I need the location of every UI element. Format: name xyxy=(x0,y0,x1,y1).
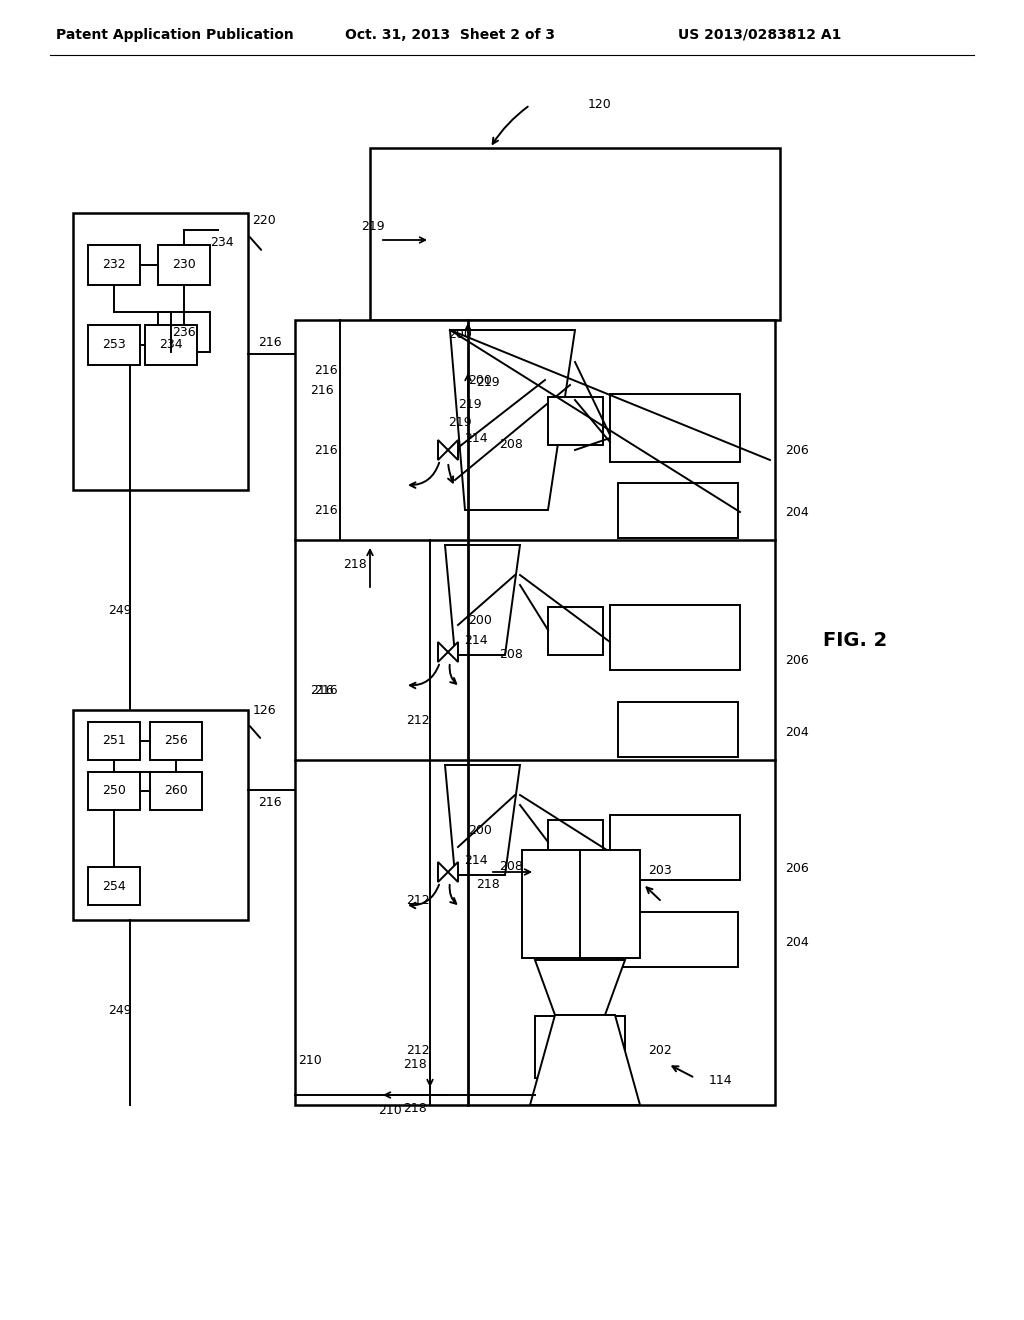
Bar xyxy=(618,912,738,968)
Bar xyxy=(158,312,210,352)
Bar xyxy=(73,710,248,920)
Text: 251: 251 xyxy=(102,734,126,747)
Bar xyxy=(548,607,603,655)
Text: 200: 200 xyxy=(468,824,492,837)
Bar xyxy=(158,246,210,285)
Text: 212: 212 xyxy=(407,894,430,907)
Text: 256: 256 xyxy=(164,734,187,747)
Polygon shape xyxy=(438,642,449,663)
Text: 214: 214 xyxy=(464,854,487,866)
Polygon shape xyxy=(449,642,458,663)
Text: US 2013/0283812 A1: US 2013/0283812 A1 xyxy=(678,28,842,42)
Bar xyxy=(88,246,140,285)
Text: 216: 216 xyxy=(314,363,338,376)
Text: 204: 204 xyxy=(785,936,809,949)
Bar xyxy=(522,850,640,958)
Text: 210: 210 xyxy=(298,1053,322,1067)
Text: 206: 206 xyxy=(785,862,809,874)
Polygon shape xyxy=(449,862,458,882)
Bar xyxy=(618,483,738,539)
Bar xyxy=(610,605,740,671)
Text: 232: 232 xyxy=(102,259,126,272)
Text: 214: 214 xyxy=(464,634,487,647)
Text: 218: 218 xyxy=(403,1059,427,1072)
Text: 236: 236 xyxy=(172,326,196,338)
Polygon shape xyxy=(438,440,449,459)
Bar xyxy=(370,148,780,319)
Text: 216: 216 xyxy=(314,444,338,457)
Text: 200: 200 xyxy=(468,614,492,627)
Text: Patent Application Publication: Patent Application Publication xyxy=(56,28,294,42)
Bar xyxy=(88,722,140,760)
Text: 216: 216 xyxy=(310,684,334,697)
Bar xyxy=(88,772,140,810)
Text: 202: 202 xyxy=(648,1044,672,1056)
Text: 216: 216 xyxy=(258,335,282,348)
Text: 260: 260 xyxy=(164,784,187,797)
Text: 219: 219 xyxy=(361,220,385,234)
Text: 254: 254 xyxy=(102,879,126,892)
Text: 208: 208 xyxy=(499,648,523,660)
Text: 126: 126 xyxy=(252,704,275,717)
Text: 219: 219 xyxy=(458,397,482,411)
Bar xyxy=(610,393,740,462)
Text: 218: 218 xyxy=(343,557,367,570)
Text: 120: 120 xyxy=(588,99,612,111)
Text: 216: 216 xyxy=(258,796,282,808)
Text: Oct. 31, 2013  Sheet 2 of 3: Oct. 31, 2013 Sheet 2 of 3 xyxy=(345,28,555,42)
Text: 114: 114 xyxy=(709,1073,732,1086)
Text: 216: 216 xyxy=(314,503,338,516)
Bar xyxy=(88,325,140,366)
Text: 212: 212 xyxy=(407,1044,430,1056)
Text: 249: 249 xyxy=(109,1003,132,1016)
Bar xyxy=(548,397,603,445)
Bar xyxy=(150,772,202,810)
Text: 230: 230 xyxy=(172,259,196,272)
Bar xyxy=(88,867,140,906)
Text: 206: 206 xyxy=(785,444,809,457)
Bar xyxy=(618,702,738,756)
Text: 216: 216 xyxy=(314,684,338,697)
Polygon shape xyxy=(445,766,520,875)
Bar xyxy=(295,319,775,1105)
Text: 203: 203 xyxy=(648,863,672,876)
Polygon shape xyxy=(530,1015,640,1105)
Bar xyxy=(73,213,248,490)
Text: 200: 200 xyxy=(468,374,492,387)
Text: 234: 234 xyxy=(210,235,233,248)
Text: 210: 210 xyxy=(378,1104,401,1117)
Text: 208: 208 xyxy=(499,861,523,874)
Text: 208: 208 xyxy=(499,437,523,450)
Text: 212: 212 xyxy=(407,714,430,726)
Text: 234: 234 xyxy=(159,338,183,351)
Text: 249: 249 xyxy=(109,603,132,616)
Text: 200: 200 xyxy=(449,329,472,342)
Text: 204: 204 xyxy=(785,506,809,519)
Text: 253: 253 xyxy=(102,338,126,351)
Text: 214: 214 xyxy=(464,432,487,445)
Text: 250: 250 xyxy=(102,784,126,797)
Text: 220: 220 xyxy=(252,214,275,227)
Text: 204: 204 xyxy=(785,726,809,738)
Polygon shape xyxy=(450,330,575,510)
Bar xyxy=(535,1016,625,1078)
Polygon shape xyxy=(438,862,449,882)
Polygon shape xyxy=(449,440,458,459)
Text: 218: 218 xyxy=(476,879,500,891)
Bar xyxy=(610,814,740,880)
Text: 216: 216 xyxy=(310,384,334,396)
Bar xyxy=(145,325,197,366)
Polygon shape xyxy=(535,960,625,1015)
Polygon shape xyxy=(445,545,520,655)
Text: FIG. 2: FIG. 2 xyxy=(823,631,887,649)
Text: 219: 219 xyxy=(449,417,472,429)
Bar xyxy=(548,820,603,869)
Bar xyxy=(150,722,202,760)
Text: 219: 219 xyxy=(476,375,500,388)
Text: 218: 218 xyxy=(403,1101,427,1114)
Text: 206: 206 xyxy=(785,653,809,667)
